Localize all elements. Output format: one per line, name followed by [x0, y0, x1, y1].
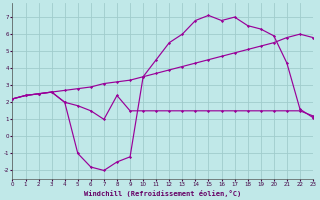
- X-axis label: Windchill (Refroidissement éolien,°C): Windchill (Refroidissement éolien,°C): [84, 190, 241, 197]
